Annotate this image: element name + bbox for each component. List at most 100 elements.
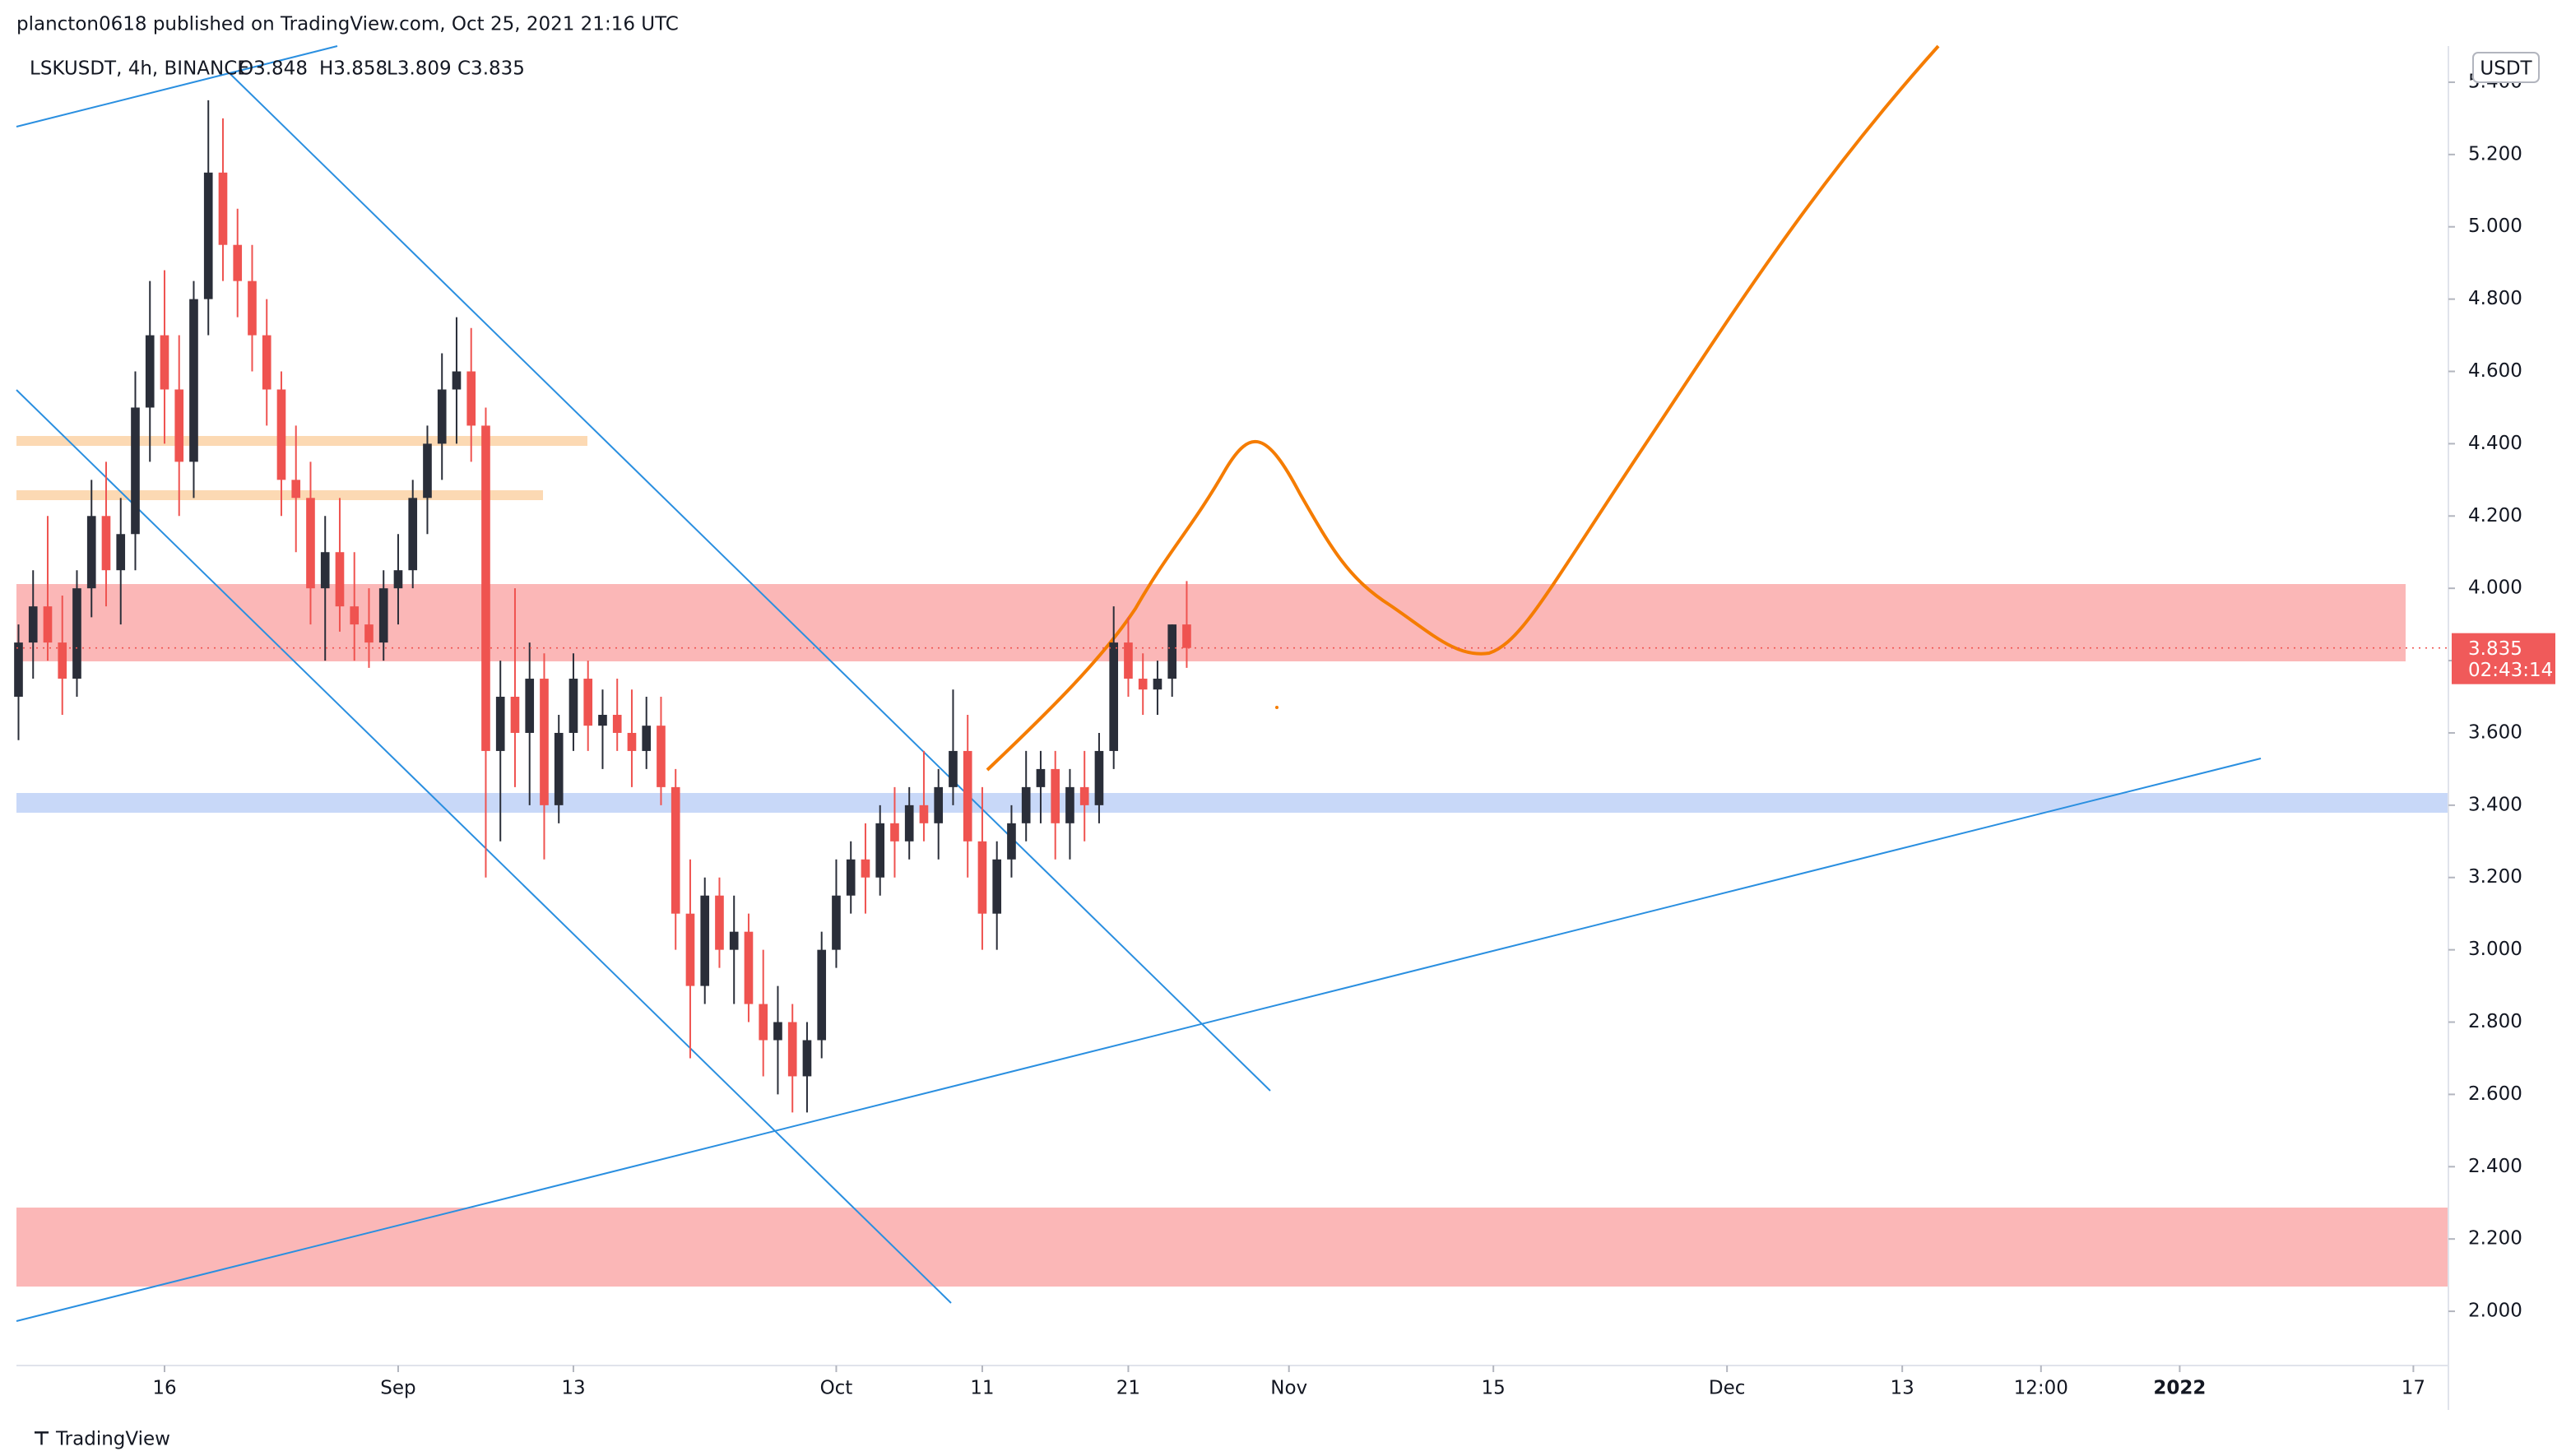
y-tick-label: 4.000 [2468,577,2522,599]
candle-body [233,244,243,281]
x-tick-label: 15 [1482,1378,1506,1399]
candle-body [437,389,447,444]
candle-body [1138,679,1148,690]
candle-body [145,335,155,408]
candle-body [43,606,53,643]
candle-body [554,732,564,805]
x-tick-label: 13 [561,1378,585,1399]
candle-body [1021,786,1031,823]
candle-body [116,534,126,571]
orange-zone [16,490,543,500]
candle-body [378,588,388,643]
candle-body [657,726,666,787]
trend-line [16,389,952,1304]
candle-body [1109,642,1119,751]
candle-body [276,389,286,480]
candle-body [773,1022,782,1041]
candle-body [802,1040,812,1077]
legend-high: H3.858 [319,58,387,80]
x-tick-label: Oct [820,1378,853,1399]
y-tick-label: 2.800 [2468,1011,2522,1032]
x-tick-label: 11 [970,1378,994,1399]
currency-box[interactable] [2472,52,2540,83]
currency[interactable]: USDT [2480,58,2532,80]
x-tick-label: 16 [152,1378,176,1399]
candle-body [525,679,535,733]
candle-body [423,443,432,498]
y-tick-label: 2.600 [2468,1083,2522,1105]
candle-body [1167,624,1177,679]
legend-close: C3.835 [457,58,525,80]
y-tick-label: 4.600 [2468,360,2522,382]
candle-body [817,949,827,1041]
candle-body [1065,786,1074,823]
candle-body [101,516,111,571]
candle-body [861,859,870,878]
x-tick-label: Sep [380,1378,415,1399]
symbol: LSKUSDT, 4h, BINANCE [30,58,249,80]
y-tick-label: 2.200 [2468,1228,2522,1250]
x-tick-label: 13 [1891,1378,1914,1399]
candle-body [218,172,228,245]
footer-logo: ⊤ [33,1429,50,1450]
candle-body [744,931,754,1004]
candle-body [1153,679,1162,690]
x-tick-label: 2022 [2153,1378,2206,1399]
candle-body [262,335,271,390]
orange-zone [16,436,587,446]
axes: 2.000 2.200 2.400 2.600 2.800 3.000 3.200 3.400… [16,71,2555,1399]
candle-body [291,480,301,498]
candle-body [86,516,96,589]
candle-body [408,498,418,571]
candle-body [949,750,958,787]
candle-body [393,570,403,589]
candle-body [963,750,972,842]
candle-body [481,425,490,751]
candle-body [627,732,637,751]
candle-body [759,1004,768,1041]
candle-body [203,172,213,299]
candle-body [919,805,929,823]
x-tick-label: Nov [1270,1378,1307,1399]
candle-body [1079,786,1089,805]
x-tick-label: 12:00 [2014,1378,2068,1399]
drawings [16,44,2448,1322]
candle-body [510,697,520,733]
x-tick-label: 21 [1116,1378,1140,1399]
trend-line [16,45,338,128]
trend-line [230,73,1271,1092]
candle-body [700,895,710,986]
candle-body [335,552,345,607]
candle-body [904,805,914,842]
legend-open: O3.848 [239,58,308,80]
candle-body [1094,750,1104,805]
candle-body [28,606,38,643]
support-zone [16,1208,2448,1287]
candle-body [306,498,315,589]
projection-path [986,44,1940,772]
candle-body [1124,642,1133,679]
candle-body [671,786,680,914]
candle-body [992,859,1002,914]
candle-body [72,588,81,679]
candle-body [934,786,944,823]
footer: TradingView [55,1429,170,1450]
x-tick-label: Dec [1709,1378,1746,1399]
candles [14,100,1191,1113]
candle-body [320,552,330,589]
candle-body [685,913,695,986]
y-tick-label: 4.400 [2468,433,2522,454]
dot [1275,706,1278,709]
candle-body [540,679,549,805]
candle-body [189,299,198,462]
blue-zone [16,793,2448,813]
candle-body [787,1022,797,1077]
last-price: 3.835 [2468,638,2522,660]
candle-body [466,371,476,426]
y-tick-label: 2.000 [2468,1301,2522,1322]
countdown: 02:43:14 [2468,660,2553,681]
candle-body [612,714,622,733]
candle-body [248,281,257,336]
candle-body [1036,768,1046,787]
